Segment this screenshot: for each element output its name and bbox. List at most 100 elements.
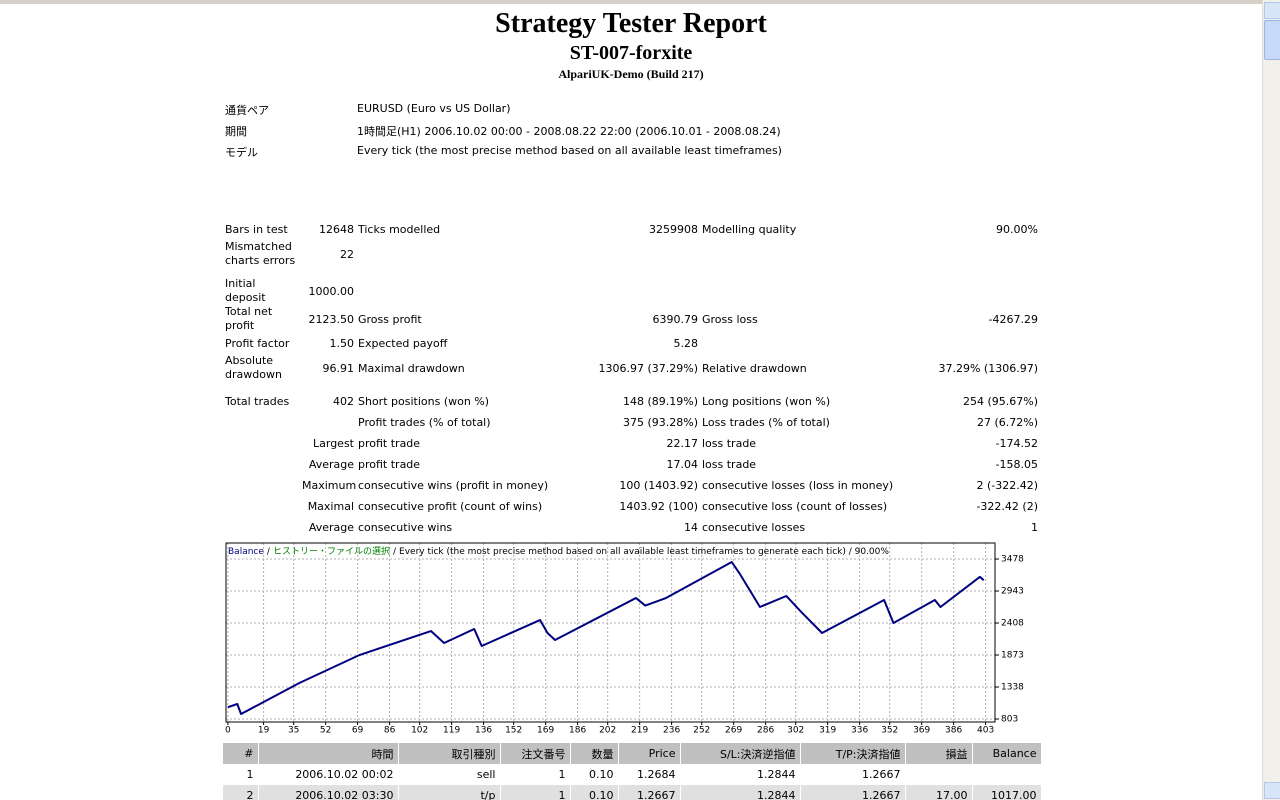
- stat-label: [356, 277, 556, 305]
- stats-row: Largest profit trade 22.17 loss trade -174.5…: [223, 433, 1040, 454]
- x-tick-label: 119: [443, 726, 460, 736]
- stat-label: Short positions (won %): [358, 395, 490, 408]
- info-value: 1時間足(H1) 2006.10.02 00:00 - 2008.08.22 2…: [357, 125, 781, 138]
- stat-label: profit trade: [358, 458, 421, 471]
- stats-row: Average profit trade 17.04 loss trade -158.0…: [223, 454, 1040, 475]
- stat-value: 6390.79: [652, 312, 699, 326]
- scroll-down[interactable]: [1264, 782, 1280, 799]
- spacer-row: [223, 382, 1040, 391]
- x-tick-label: 152: [505, 726, 522, 736]
- stat-value: 254 (95.67%): [962, 395, 1038, 408]
- trade-cell: t/p: [398, 785, 501, 800]
- stat-value: 148 (89.19%): [622, 395, 698, 408]
- stat-value: [556, 277, 700, 305]
- column-header: 時間: [258, 743, 399, 764]
- stat-label: Profit factor: [225, 336, 290, 350]
- stat-value: Average: [308, 458, 354, 471]
- x-tick-label: 386: [945, 726, 962, 736]
- stat-label: [223, 496, 300, 517]
- trade-cell: 1.2667: [800, 785, 906, 800]
- stat-value: 1306.97 (37.29%): [598, 361, 698, 375]
- scrollbar[interactable]: [1262, 0, 1280, 800]
- info-value: Every tick (the most precise method base…: [357, 144, 782, 157]
- trade-cell: 1: [500, 764, 571, 785]
- trade-cell: 1: [500, 785, 571, 800]
- stat-label: Maximal drawdown: [358, 361, 465, 375]
- x-tick-label: 236: [663, 726, 680, 736]
- balance-chart: 803 1338 1873 2408 2943 3478 0 19 35 52 69 86 102 119…: [225, 542, 1024, 736]
- stat-value: 2123.50: [308, 312, 355, 326]
- trades-table: # 時間 取引種別 注文番号 数量 Price S/L:決済逆指値 T/P:決済指値 損益 Bal…: [223, 743, 1042, 800]
- plot-border: [225, 542, 996, 723]
- server-name: AlpariUK-Demo (Build 217): [558, 67, 704, 81]
- x-tick-label: 19: [258, 726, 270, 736]
- legend-history: ヒストリー・ファイルの選択: [273, 545, 390, 557]
- column-header: #: [223, 743, 259, 764]
- stats-row: Mismatched charts errors 22: [223, 240, 1040, 268]
- column-header: 数量: [570, 743, 619, 764]
- stat-value: Average: [308, 521, 354, 534]
- scroll-thumb[interactable]: [1264, 20, 1280, 60]
- info-label: 期間: [225, 125, 247, 138]
- stat-label: Bars in test: [225, 222, 288, 236]
- legend-separator: /: [393, 547, 397, 557]
- stat-value: 1: [1031, 521, 1038, 534]
- stat-label: [223, 412, 300, 433]
- stat-value: Maximum: [302, 479, 357, 492]
- x-tick-label: 52: [320, 726, 331, 736]
- x-tick-label: 35: [288, 726, 299, 736]
- stat-value: Maximal: [307, 500, 354, 513]
- column-header: Balance: [972, 743, 1042, 764]
- x-tick-label: 302: [787, 726, 804, 736]
- stat-label: loss trade: [702, 458, 757, 471]
- stat-value: 375 (93.28%): [622, 416, 698, 429]
- stat-label: Mismatched charts errors: [225, 240, 296, 267]
- trade-cell: 1.2844: [680, 785, 801, 800]
- stats-table: Bars in test 12648 Ticks modelled 3259908 Mo…: [223, 219, 1040, 538]
- info-value: EURUSD (Euro vs US Dollar): [357, 102, 511, 115]
- stat-label: [223, 517, 300, 538]
- balance-line: [227, 561, 985, 715]
- stat-label: Long positions (won %): [702, 395, 831, 408]
- stat-value: 1.50: [329, 337, 355, 350]
- stat-value: [896, 277, 1040, 305]
- stat-label: consecutive profit (count of wins): [358, 500, 543, 513]
- scroll-up[interactable]: [1264, 2, 1280, 19]
- trade-cell: 2: [223, 785, 259, 800]
- trade-cell: 0.10: [570, 785, 619, 800]
- stat-value: 96.91: [322, 361, 355, 375]
- stat-label: [700, 277, 896, 305]
- trade-cell: sell: [398, 764, 501, 785]
- x-tick-label: 202: [599, 726, 616, 736]
- window-edge: [0, 0, 1262, 4]
- stat-label: Initial deposit: [225, 277, 266, 304]
- y-tick-label: 1873: [1001, 651, 1024, 661]
- stat-label: profit trade: [358, 437, 421, 450]
- stat-label: Gross loss: [702, 312, 758, 326]
- x-tick-label: 269: [725, 726, 742, 736]
- stat-value: 22: [340, 247, 354, 261]
- stat-value: -322.42 (2): [976, 500, 1038, 513]
- spacer-row: [223, 268, 1040, 277]
- stat-value: 17.04: [666, 458, 699, 471]
- stat-value: 1000.00: [308, 284, 355, 298]
- trade-cell: 0.10: [570, 764, 619, 785]
- x-tick-label: 86: [384, 726, 396, 736]
- x-tick-label: 169: [537, 726, 554, 736]
- y-tick-label: 3478: [1001, 555, 1024, 565]
- x-tick-label: 102: [411, 726, 428, 736]
- stat-value: 2 (-322.42): [976, 479, 1038, 492]
- stat-label: [700, 240, 896, 268]
- trade-cell: 2006.10.02 00:02: [258, 764, 399, 785]
- stat-value: Largest: [313, 437, 354, 450]
- stat-label: loss trade: [702, 437, 757, 450]
- trade-row: 2 2006.10.02 03:30 t/p 1 0.10 1.2667 1.2844 1.2…: [223, 785, 1042, 800]
- x-tick-label: 252: [693, 726, 710, 736]
- spacer: [223, 382, 1040, 391]
- stat-label: Absolute drawdown: [225, 354, 282, 381]
- stat-value: 1403.92 (100): [619, 500, 698, 513]
- stat-value: 3259908: [649, 223, 698, 236]
- legend-model: Every tick (the most precise method base…: [399, 547, 889, 557]
- plot-area: [226, 543, 995, 722]
